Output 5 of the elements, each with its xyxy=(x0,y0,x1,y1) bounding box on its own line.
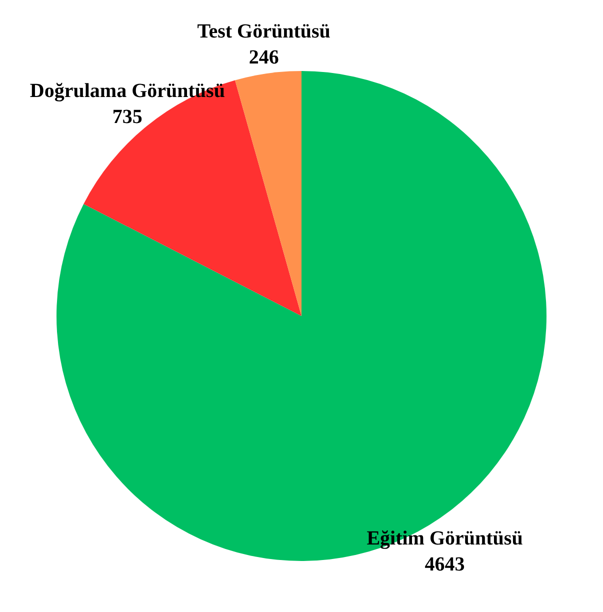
data-label: 4643 xyxy=(424,554,465,576)
data-label: 246 xyxy=(248,46,279,69)
pie-slice xyxy=(235,71,302,316)
slice-label: Test Görüntüsü xyxy=(197,20,330,43)
data-label: 735 xyxy=(112,106,142,128)
